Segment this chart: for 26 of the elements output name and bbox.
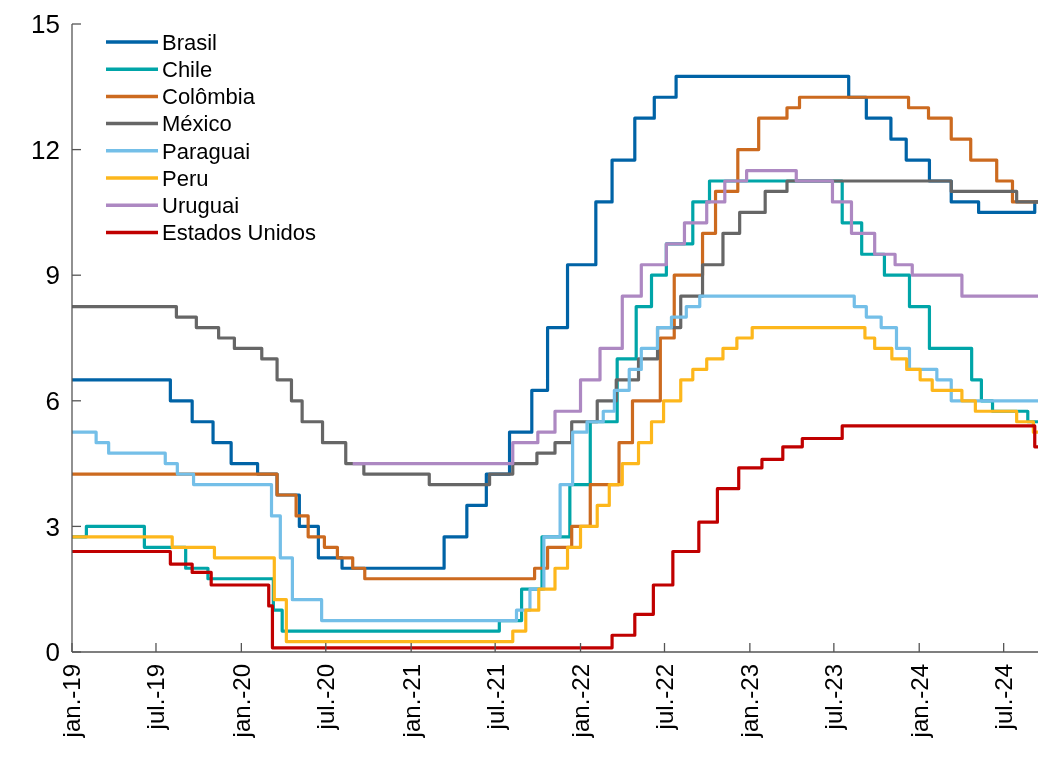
- x-tick-label: jul.-19: [142, 664, 170, 731]
- x-tick-label: jul.-22: [650, 664, 678, 731]
- y-tick-label: 6: [45, 385, 60, 416]
- x-tick-label: jan.-19: [58, 664, 86, 739]
- legend-label: Uruguai: [162, 192, 240, 218]
- x-tick-label: jan.-20: [227, 664, 255, 739]
- legend-label: Colômbia: [162, 84, 256, 110]
- legend-label: Peru: [162, 165, 209, 191]
- legend-label: Brasil: [162, 29, 218, 55]
- x-tick-label: jan.-23: [736, 664, 764, 739]
- y-tick-label: 12: [31, 134, 60, 165]
- x-tick-label: jan.-24: [905, 664, 933, 739]
- legend-label: Paraguai: [162, 138, 251, 164]
- legend-label: México: [162, 111, 232, 137]
- x-tick-label: jan.-22: [566, 664, 594, 739]
- y-tick-label: 15: [31, 9, 60, 40]
- x-tick-label: jul.-23: [820, 664, 848, 731]
- y-tick-label: 0: [45, 637, 60, 668]
- y-tick-label: 3: [45, 511, 60, 542]
- x-tick-label: jul.-24: [990, 664, 1018, 731]
- x-tick-label: jan.-21: [397, 664, 425, 739]
- legend-label: Estados Unidos: [162, 220, 317, 246]
- x-tick-label: jul.-21: [481, 664, 509, 731]
- y-tick-label: 9: [45, 260, 60, 291]
- legend-label: Chile: [162, 56, 213, 82]
- x-tick-label: jul.-20: [312, 664, 340, 731]
